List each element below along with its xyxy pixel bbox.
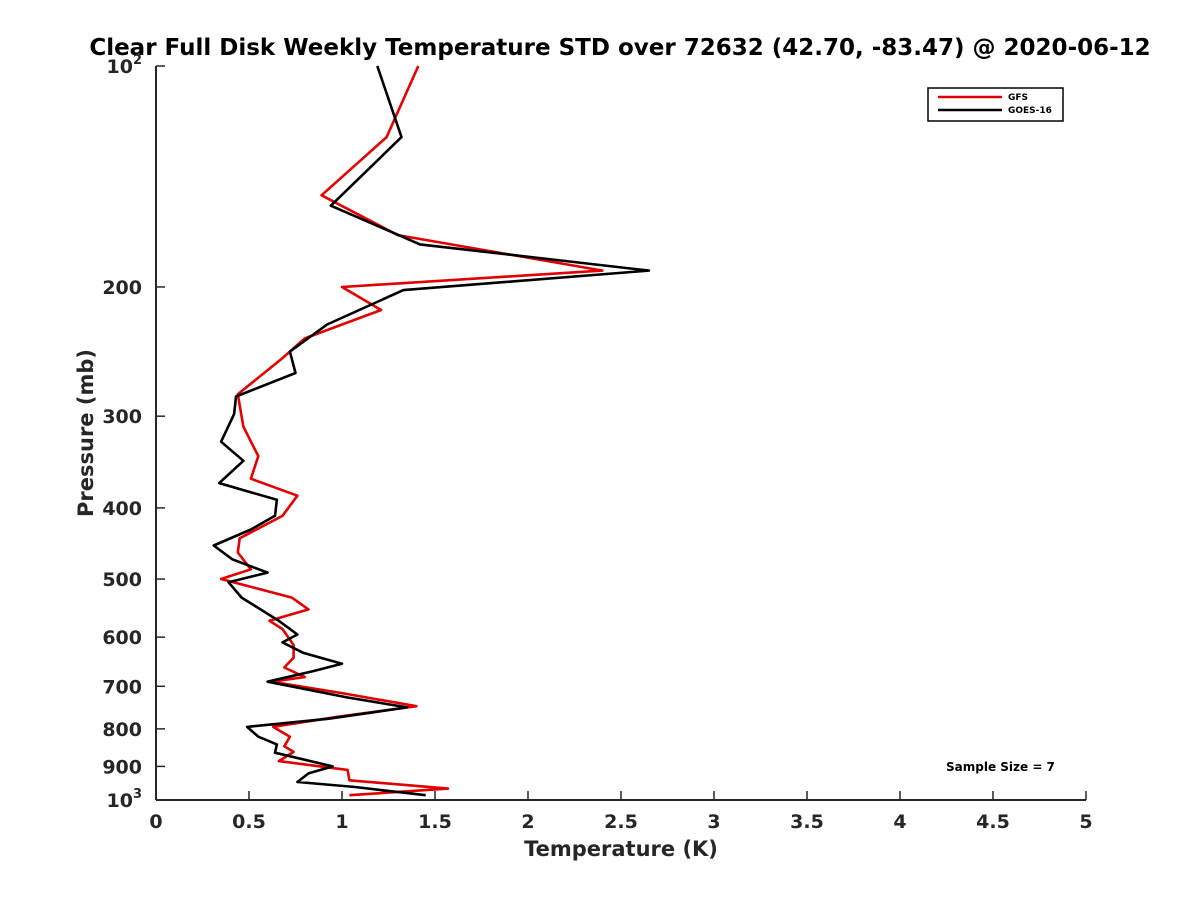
y-axis-title: Pressure (mb): [74, 349, 98, 517]
x-tick-label: 1: [335, 811, 348, 833]
y-tick-label: 103: [107, 787, 143, 812]
y-tick-label: 300: [102, 406, 142, 428]
x-tick-label: 0: [149, 811, 162, 833]
x-tick-label: 5: [1079, 811, 1092, 833]
series-lines: [212, 65, 651, 797]
x-tick-label: 1.5: [418, 811, 452, 833]
x-tick-label: 2.5: [604, 811, 638, 833]
y-tick-label: 500: [102, 569, 142, 591]
series-line-gfs: [219, 65, 604, 797]
y-tick-label: 102: [107, 53, 143, 78]
x-tick-label: 0.5: [232, 811, 266, 833]
x-tick-label: 3.5: [790, 811, 824, 833]
y-tick-label: 800: [102, 719, 142, 741]
y-tick-label: 400: [102, 498, 142, 520]
x-tick-label: 4: [893, 811, 906, 833]
y-tick-label: 200: [102, 277, 142, 299]
y-tick-label: 900: [102, 756, 142, 778]
series-line-goes-16: [212, 65, 651, 797]
legend: GFS GOES-16: [927, 87, 1064, 122]
x-tick-label: 4.5: [976, 811, 1010, 833]
x-tick-label: 2: [521, 811, 534, 833]
legend-label-goes-16: GOES-16: [1008, 106, 1052, 116]
x-tick-label: 3: [707, 811, 720, 833]
x-axis-title: Temperature (K): [524, 837, 718, 861]
x-ticks: 0 0.5 1 1.5 2 2.5 3 3.5 4 4.5 5: [149, 791, 1093, 833]
y-ticks: 102 200 300 400 500 600 700 800 900 103: [102, 53, 165, 812]
chart-title: Clear Full Disk Weekly Temperature STD o…: [89, 35, 1150, 61]
sample-size-annotation: Sample Size = 7: [946, 760, 1055, 774]
plot-area: [155, 66, 1086, 801]
y-tick-label: 600: [102, 627, 142, 649]
legend-box: [927, 87, 1064, 122]
legend-label-gfs: GFS: [1008, 93, 1028, 103]
y-tick-label: 700: [102, 676, 142, 698]
